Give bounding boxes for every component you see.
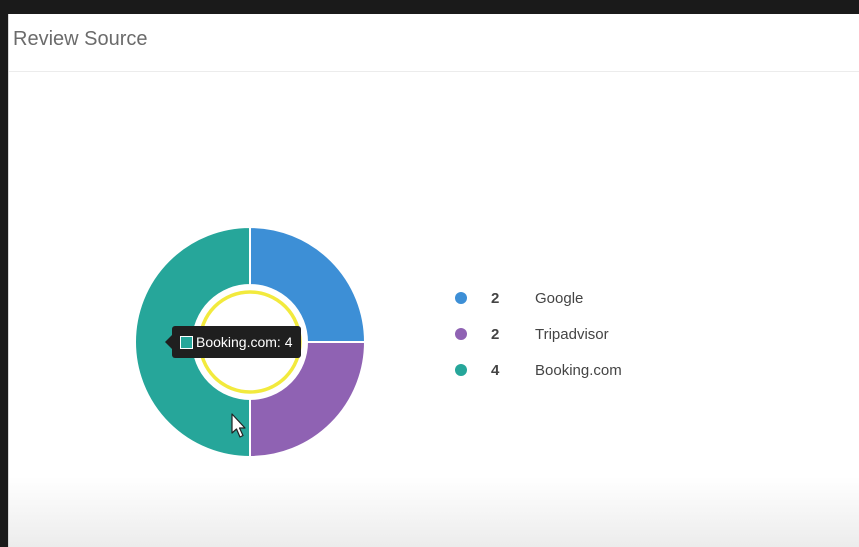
chart-legend: 2 Google 2 Tripadvisor 4 Booking.com	[455, 280, 622, 388]
panel-header: Review Source	[9, 14, 859, 72]
review-source-panel: Review Source	[8, 14, 859, 547]
legend-item[interactable]: 2 Google	[455, 280, 622, 316]
legend-item[interactable]: 4 Booking.com	[455, 352, 622, 388]
panel-title: Review Source	[13, 28, 148, 50]
legend-value: 2	[491, 325, 500, 343]
tooltip-swatch	[180, 335, 193, 349]
legend-value: 2	[491, 289, 500, 307]
tooltip-label: Booking.com: 4	[196, 334, 293, 350]
legend-label: Google	[535, 289, 584, 307]
legend-label: Booking.com	[535, 361, 622, 379]
slice-tripadvisor[interactable]	[249, 341, 367, 459]
legend-value: 4	[491, 361, 500, 379]
legend-dot	[455, 328, 467, 340]
chart-tooltip: Booking.com: 4	[165, 326, 301, 358]
legend-dot	[455, 292, 467, 304]
mouse-pointer-icon	[231, 413, 246, 438]
panel-footer	[9, 477, 859, 547]
slice-google[interactable]	[249, 225, 367, 343]
legend-label: Tripadvisor	[535, 325, 609, 343]
legend-dot	[455, 364, 467, 376]
legend-item[interactable]: 2 Tripadvisor	[455, 316, 622, 352]
